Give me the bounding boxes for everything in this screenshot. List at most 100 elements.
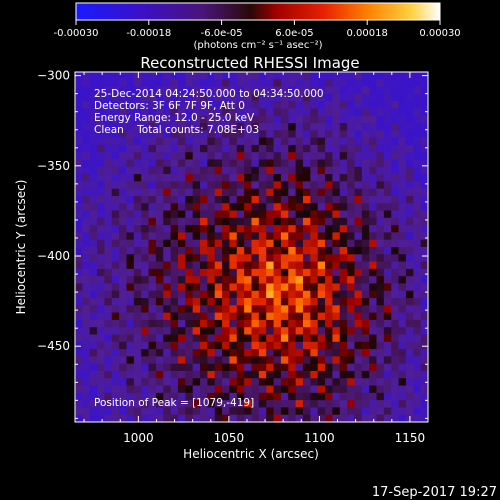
heatmap-cell [126, 312, 135, 321]
heatmap-cell [104, 188, 113, 197]
heatmap-cell [222, 298, 230, 306]
heatmap-cell [89, 93, 98, 102]
heatmap-cell [97, 290, 105, 299]
heatmap-cell [229, 174, 238, 182]
heatmap-cell [398, 108, 407, 117]
heatmap-cell [133, 298, 142, 306]
heatmap-cell [207, 101, 216, 109]
heatmap-cell [273, 166, 282, 175]
heatmap-cell [214, 356, 223, 365]
heatmap-cell [339, 130, 348, 139]
heatmap-cell [369, 356, 377, 365]
heatmap-cell [273, 319, 282, 328]
heatmap-cell [288, 174, 297, 182]
heatmap-cell [163, 268, 171, 277]
heatmap-cell [192, 254, 201, 262]
heatmap-cell [266, 239, 274, 248]
heatmap-cell [280, 210, 289, 219]
heatmap-cell [163, 123, 171, 131]
heatmap-cell [177, 298, 186, 306]
heatmap-cell [207, 334, 216, 343]
heatmap-cell [104, 298, 113, 306]
heatmap-cell [214, 341, 223, 350]
heatmap-cell [192, 181, 201, 190]
heatmap-cell [354, 254, 363, 262]
heatmap-cell [295, 101, 304, 109]
heatmap-cell [155, 144, 164, 153]
heatmap-cell [317, 232, 326, 241]
heatmap-cell [288, 276, 297, 284]
heatmap-cell [148, 123, 157, 131]
heatmap-cell [207, 152, 216, 160]
heatmap-cell [75, 166, 83, 175]
heatmap-cell [200, 166, 208, 175]
heatmap-cell [229, 356, 238, 365]
heatmap-cell [391, 203, 399, 211]
heatmap-cell [347, 290, 355, 299]
heatmap-cell [383, 137, 392, 146]
heatmap-cell [177, 123, 186, 131]
heatmap-cell [288, 108, 297, 117]
heatmap-cell [111, 93, 120, 102]
heatmap-cell [288, 247, 297, 255]
heatmap-cell [251, 72, 260, 80]
heatmap-cell [185, 159, 194, 168]
heatmap-cell [148, 210, 157, 219]
heatmap-cell [126, 290, 135, 299]
heatmap-cell [325, 225, 333, 233]
heatmap-cell [192, 166, 201, 175]
heatmap-cell [354, 225, 363, 233]
heatmap-cell [185, 385, 194, 394]
heatmap-cell [170, 166, 179, 175]
heatmap-cell [420, 86, 429, 95]
heatmap-cell [229, 312, 238, 321]
heatmap-cell [354, 79, 363, 87]
heatmap-cell [420, 370, 429, 379]
heatmap-cell [170, 400, 179, 408]
heatmap-cell [104, 363, 113, 372]
heatmap-cell [200, 72, 208, 80]
heatmap-cell [104, 217, 113, 226]
heatmap-cell [133, 108, 142, 117]
heatmap-cell [376, 86, 385, 95]
heatmap-cell [97, 79, 105, 87]
heatmap-cell [413, 385, 422, 394]
heatmap-cell [229, 407, 238, 416]
heatmap-cell [200, 392, 208, 401]
heatmap-cell [82, 93, 91, 102]
heatmap-cell [75, 400, 83, 408]
heatmap-cell [185, 239, 194, 248]
heatmap-cell [170, 392, 179, 401]
heatmap-cell [369, 195, 377, 204]
heatmap-cell [244, 225, 252, 233]
heatmap-cell [413, 356, 422, 365]
heatmap-cell [302, 356, 311, 365]
heatmap-cell [258, 247, 267, 255]
heatmap-cell [75, 144, 83, 153]
heatmap-cell [325, 108, 333, 117]
heatmap-cell [155, 210, 164, 219]
heatmap-cell [376, 166, 385, 175]
heatmap-cell [420, 166, 429, 175]
heatmap-cell [141, 101, 149, 109]
heatmap-cell [133, 239, 142, 248]
heatmap-cell [229, 159, 238, 168]
heatmap-cell [383, 144, 392, 153]
heatmap-cell [141, 181, 149, 190]
heatmap-cell [185, 341, 194, 350]
heatmap-cell [163, 356, 171, 365]
heatmap-cell [295, 93, 304, 102]
heatmap-cell [126, 378, 135, 386]
heatmap-cell [251, 174, 260, 182]
heatmap-cell [339, 305, 348, 314]
heatmap-cell [405, 385, 414, 394]
heatmap-cell [413, 319, 422, 328]
heatmap-cell [126, 188, 135, 197]
heatmap-cell [398, 137, 407, 146]
heatmap-cell [200, 152, 208, 160]
heatmap-cell [192, 305, 201, 314]
heatmap-cell [258, 349, 267, 357]
heatmap-cell [155, 93, 164, 102]
heatmap-cell [119, 144, 127, 153]
heatmap-cell [200, 283, 208, 292]
